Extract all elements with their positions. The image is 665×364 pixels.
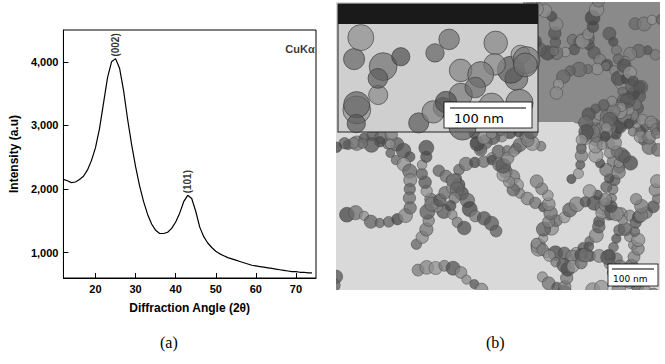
svg-text:Diffraction Angle (2θ): Diffraction Angle (2θ): [129, 301, 250, 315]
svg-text:2,000: 2,000: [31, 183, 59, 195]
svg-text:50: 50: [210, 283, 222, 295]
svg-text:70: 70: [290, 283, 302, 295]
svg-text:3,000: 3,000: [31, 119, 59, 131]
svg-text:(101): (101): [182, 170, 193, 193]
svg-text:100 nm: 100 nm: [454, 111, 504, 126]
svg-text:60: 60: [250, 283, 262, 295]
html-text:(a): (a): [160, 334, 178, 351]
svg-text:4,000: 4,000: [31, 56, 59, 68]
svg-text:1,000: 1,000: [31, 247, 59, 259]
svg-text:20: 20: [89, 283, 101, 295]
html-text:(b): (b): [486, 334, 505, 351]
svg-text:(002): (002): [110, 33, 121, 56]
svg-text:30: 30: [129, 283, 141, 295]
svg-text:40: 40: [170, 283, 182, 295]
svg-text:CuKα: CuKα: [285, 43, 315, 55]
svg-text:Intensity (a.u): Intensity (a.u): [7, 115, 21, 193]
svg-text:100 nm: 100 nm: [613, 274, 648, 284]
